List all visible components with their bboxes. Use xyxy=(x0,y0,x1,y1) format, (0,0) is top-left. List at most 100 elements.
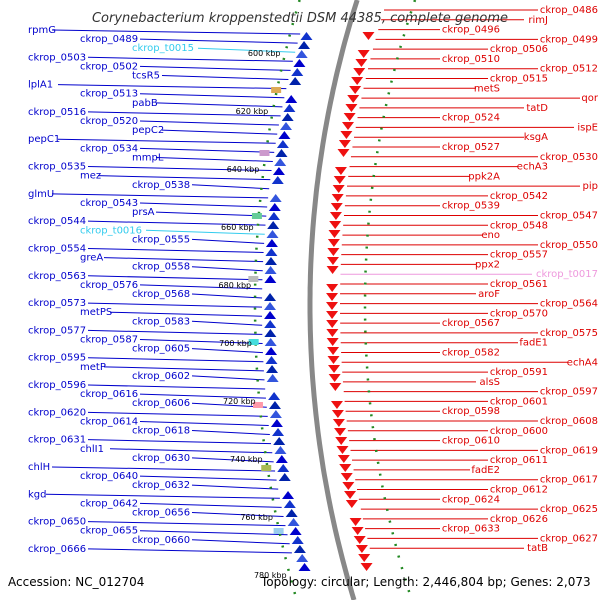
forward-gene-arrow xyxy=(300,32,313,40)
kbp-tick-label: 700 kbp xyxy=(219,339,252,348)
reverse-gene-label: ksgA xyxy=(524,132,548,143)
reverse-gene-arrow xyxy=(326,284,339,292)
forward-gene-block xyxy=(271,87,282,93)
forward-leader-line xyxy=(139,339,263,345)
forward-gene-label: ckrop_0568 xyxy=(132,289,190,300)
reverse-gene-arrow xyxy=(327,356,340,364)
forward-gene-arrow xyxy=(291,68,304,76)
forward-gene-label: ckrop_0632 xyxy=(132,480,190,491)
kbp-tick-label: 740 kbp xyxy=(230,455,263,464)
forward-gene-arrow xyxy=(265,239,278,247)
reverse-gene-arrow xyxy=(328,374,341,382)
forward-gene-arrow xyxy=(270,419,283,427)
forward-gene-label: metPS xyxy=(80,307,112,318)
forward-gene-label: ckrop_0535 xyxy=(28,162,86,173)
forward-leader-line xyxy=(139,530,288,536)
forward-gene-label: ckrop_0503 xyxy=(28,52,86,63)
forward-leader-line xyxy=(87,56,293,62)
forward-gene-arrow xyxy=(276,140,289,148)
reverse-gene-arrow xyxy=(339,464,352,472)
reverse-gene-arrow xyxy=(342,482,355,490)
reverse-gene-arrow xyxy=(336,446,349,454)
forward-gene-label: ckrop_0558 xyxy=(132,262,190,273)
forward-leader-line xyxy=(51,466,276,472)
forward-gene-arrow xyxy=(283,104,296,112)
forward-leader-line xyxy=(191,238,265,244)
forward-gene-label: ckrop_0660 xyxy=(132,535,190,546)
forward-leader-line xyxy=(139,93,285,99)
forward-gene-label: ckrop_0587 xyxy=(80,335,138,346)
reverse-gene-arrow xyxy=(329,221,342,229)
forward-leader-line xyxy=(109,448,273,454)
forward-gene-arrow xyxy=(271,176,284,184)
reverse-gene-label: eno xyxy=(481,230,500,241)
forward-gene-label: ckrop_0650 xyxy=(28,517,86,528)
reverse-gene-label: ckrop_0512 xyxy=(540,64,598,75)
reverse-gene-label: ckrop_0598 xyxy=(442,406,500,417)
forward-leader-line xyxy=(51,193,269,199)
forward-gene-label: tcsR5 xyxy=(132,71,160,82)
forward-gene-block xyxy=(248,339,259,345)
reverse-gene-arrow xyxy=(341,122,354,130)
reverse-gene-label: echA3 xyxy=(517,162,548,173)
forward-gene-label: rpmG xyxy=(28,25,56,36)
forward-gene-block xyxy=(252,402,263,408)
reverse-gene-label: ckrop_0575 xyxy=(540,328,598,339)
forward-leader-line xyxy=(139,38,298,44)
reverse-gene-arrow xyxy=(327,239,340,247)
forward-leader-line xyxy=(139,475,277,481)
forward-leader-line xyxy=(57,138,276,144)
reverse-gene-arrow xyxy=(326,302,339,310)
forward-gene-label: pabB xyxy=(132,98,158,109)
reverse-gene-arrow xyxy=(343,113,356,121)
forward-leader-line xyxy=(87,521,286,527)
forward-gene-arrow xyxy=(278,473,291,481)
forward-gene-block xyxy=(259,150,270,156)
reverse-gene-arrow xyxy=(330,401,343,409)
reverse-gene-label: ckrop_0582 xyxy=(442,348,500,359)
forward-leader-line xyxy=(161,129,278,135)
forward-gene-label: ckrop_0554 xyxy=(28,243,86,254)
kbp-tick-label: 660 kbp xyxy=(221,223,254,232)
reverse-gene-label: ckrop_0624 xyxy=(442,494,500,505)
forward-leader-line xyxy=(103,366,264,372)
forward-gene-arrow xyxy=(266,230,279,238)
reverse-gene-arrow xyxy=(327,248,340,256)
forward-leader-line xyxy=(191,293,263,299)
forward-gene-label: ckrop_0655 xyxy=(80,526,138,537)
forward-leader-line xyxy=(87,357,264,363)
forward-gene-label: ckrop_0520 xyxy=(80,116,138,127)
reverse-gene-label: ckrop_0548 xyxy=(490,220,548,231)
forward-gene-arrow xyxy=(265,356,278,364)
inner-tick-rail xyxy=(363,0,417,600)
forward-gene-block xyxy=(251,213,262,219)
forward-gene-label: chlH xyxy=(28,462,50,473)
reverse-gene-label: metS xyxy=(474,83,500,94)
forward-gene-arrow xyxy=(267,212,280,220)
forward-gene-arrow xyxy=(285,509,298,517)
forward-gene-arrow xyxy=(287,518,300,526)
forward-gene-block xyxy=(273,528,284,534)
forward-gene-arrow xyxy=(274,446,287,454)
forward-leader-line xyxy=(51,29,301,35)
forward-gene-arrow xyxy=(281,113,294,121)
accession-text: Accession: NC_012704 xyxy=(8,575,144,589)
forward-leader-line xyxy=(87,275,263,281)
forward-leader-line xyxy=(191,320,263,326)
reverse-gene-label: tatB xyxy=(527,543,548,554)
forward-gene-arrow xyxy=(266,374,279,382)
forward-gene-label: ckrop_0606 xyxy=(132,398,190,409)
forward-leader-line xyxy=(191,539,290,545)
forward-gene-arrow xyxy=(266,365,279,373)
kbp-tick-label: 720 kbp xyxy=(223,397,256,406)
kbp-tick-label: 620 kbp xyxy=(236,107,269,116)
forward-gene-label: ckrop_0513 xyxy=(80,89,138,100)
reverse-gene-label: ckrop_0530 xyxy=(540,152,598,163)
forward-gene-arrow xyxy=(264,257,277,265)
forward-gene-label: ckrop_t0016 xyxy=(80,225,142,236)
forward-gene-arrow xyxy=(269,194,282,202)
forward-leader-line xyxy=(191,484,279,490)
forward-gene-arrow xyxy=(283,500,296,508)
forward-gene-arrow xyxy=(293,59,306,67)
